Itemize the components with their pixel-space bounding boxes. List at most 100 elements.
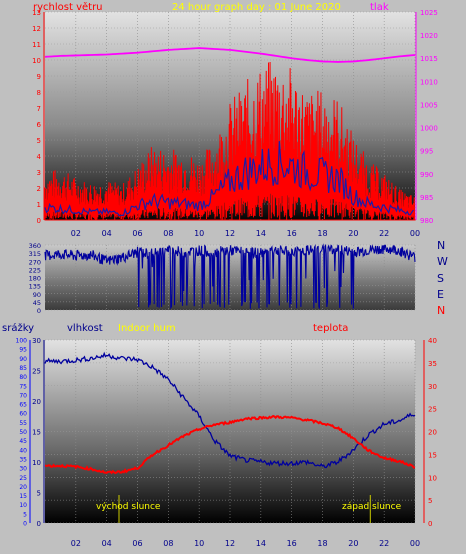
temperature-series (44, 414, 416, 475)
temperature-y-tick-label: 40 (428, 337, 437, 345)
x-tick-label-bottom: 08 (163, 539, 173, 548)
wind-y-tick-label: 9 (37, 73, 41, 81)
humidity-y-tick-label: 10 (32, 459, 41, 467)
humidity-series (44, 351, 416, 469)
rain-y-tick-label: 25 (19, 475, 27, 482)
legend-indoor-hum: Indoor hum (118, 323, 176, 334)
wind-y-tick-label: 3 (37, 169, 41, 177)
direction-y-tick-label: 180 (29, 275, 41, 283)
humidity-grid (45, 339, 416, 524)
direction-label-e: E (437, 288, 444, 301)
rain-y-tick-label: 65 (19, 402, 27, 409)
direction-y-tick-label: 225 (29, 266, 41, 274)
direction-y-tick-label: 360 (29, 242, 41, 250)
pressure-series (44, 47, 416, 63)
pressure-y-tick-label: 995 (420, 148, 433, 156)
direction-y-tick-label: 90 (33, 291, 41, 299)
wind-y-tick-label: 7 (37, 105, 41, 113)
sunrise-annotation: východ slunce (96, 502, 161, 512)
pressure-y-tick-label: 990 (420, 171, 433, 179)
pressure-y-tick-label: 1010 (420, 78, 438, 86)
legend-rain: srážky (2, 322, 34, 334)
x-tick-label-bottom: 14 (256, 539, 266, 548)
humidity-y-tick-label: 0 (37, 520, 41, 528)
x-tick-label-top: 02 (71, 229, 81, 238)
rain-y-tick-label: 50 (19, 429, 27, 436)
rain-y-tick-label: 60 (19, 411, 27, 418)
humidity-y-tick-label: 20 (32, 398, 41, 406)
wind-direction-series (44, 243, 416, 310)
legend-temperature: teplota (313, 323, 348, 334)
temperature-y-tick-label: 35 (428, 360, 437, 368)
rain-y-tick-label: 40 (19, 447, 27, 454)
x-tick-label-top: 14 (256, 229, 266, 238)
wind-y-tick-label: 11 (32, 41, 41, 49)
rain-y-tick-label: 20 (19, 484, 27, 491)
rain-y-tick-label: 5 (23, 511, 27, 518)
wind-speed-axis-label: rychlost větru (33, 1, 103, 13)
humidity-y-tick-label: 5 (37, 490, 41, 498)
temperature-y-tick-label: 30 (428, 383, 437, 391)
pressure-y-tick-label: 1015 (420, 55, 438, 63)
direction-y-tick-label: 0 (37, 307, 41, 315)
temperature-y-tick-label: 0 (428, 520, 432, 528)
wind-y-tick-label: 8 (37, 89, 41, 97)
chart-title: 24 hour graph day : 01 June 2020 (172, 2, 341, 13)
x-tick-label-bottom: 18 (317, 539, 327, 548)
x-tick-label-top: 10 (194, 229, 204, 238)
temperature-y-tick-label: 15 (428, 451, 437, 459)
sunset-annotation: západ slunce (342, 502, 402, 512)
direction-y-tick-label: 315 (29, 250, 41, 258)
x-tick-label-bottom: 04 (102, 539, 112, 548)
pressure-y-tick-label: 1005 (420, 101, 438, 109)
wind-y-tick-label: 6 (37, 121, 42, 129)
rain-y-tick-label: 45 (19, 438, 27, 445)
pressure-y-tick-label: 1020 (420, 32, 438, 40)
pressure-axis-label: tlak (370, 2, 389, 13)
x-tick-label-top: 06 (132, 229, 142, 238)
x-tick-label-bottom: 00 (410, 539, 420, 548)
pressure-y-tick-label: 1000 (420, 125, 438, 133)
direction-y-tick-label: 135 (29, 283, 41, 291)
rain-y-tick-label: 55 (19, 420, 27, 427)
rain-y-tick-label: 10 (19, 502, 27, 509)
wind-y-tick-label: 12 (32, 25, 41, 33)
direction-label-n-top: N (437, 239, 445, 252)
x-tick-label-bottom: 12 (225, 539, 235, 548)
x-tick-label-top: 12 (225, 229, 235, 238)
humidity-y-tick-label: 25 (32, 368, 41, 376)
wind-y-tick-label: 13 (32, 9, 41, 17)
direction-y-tick-label: 270 (29, 258, 41, 266)
humidity-y-tick-label: 30 (32, 337, 41, 345)
x-tick-label-top: 20 (348, 229, 358, 238)
tick-labels: 0202040406060808101012121414161618182020… (16, 9, 438, 548)
wind-y-tick-label: 2 (37, 185, 41, 193)
rain-y-tick-label: 100 (16, 338, 28, 345)
rain-y-tick-label: 0 (23, 521, 27, 528)
x-tick-label-bottom: 10 (194, 539, 204, 548)
x-tick-label-top: 22 (379, 229, 389, 238)
pressure-y-tick-label: 985 (420, 194, 433, 202)
x-tick-label-bottom: 06 (132, 539, 142, 548)
rain-y-tick-label: 35 (19, 456, 27, 463)
chart-marks (44, 47, 416, 523)
wind-y-tick-label: 5 (37, 137, 41, 145)
x-tick-label-bottom: 22 (379, 539, 389, 548)
x-tick-label-bottom: 02 (71, 539, 81, 548)
x-tick-label-top: 08 (163, 229, 173, 238)
x-tick-label-bottom: 16 (287, 539, 297, 548)
rain-y-tick-label: 95 (19, 347, 27, 354)
x-tick-label-top: 18 (317, 229, 327, 238)
direction-label-s: S (437, 272, 444, 285)
x-tick-label-top: 00 (410, 229, 420, 238)
rain-y-tick-label: 90 (19, 356, 27, 363)
humidity-y-tick-label: 15 (32, 429, 41, 437)
temperature-y-tick-label: 5 (428, 497, 432, 505)
rain-y-tick-label: 70 (19, 392, 27, 399)
rain-y-tick-label: 80 (19, 374, 27, 381)
direction-y-tick-label: 45 (33, 299, 41, 307)
rain-y-tick-label: 85 (19, 365, 27, 372)
wind-y-tick-label: 1 (37, 201, 41, 209)
x-tick-label-top: 04 (102, 229, 112, 238)
